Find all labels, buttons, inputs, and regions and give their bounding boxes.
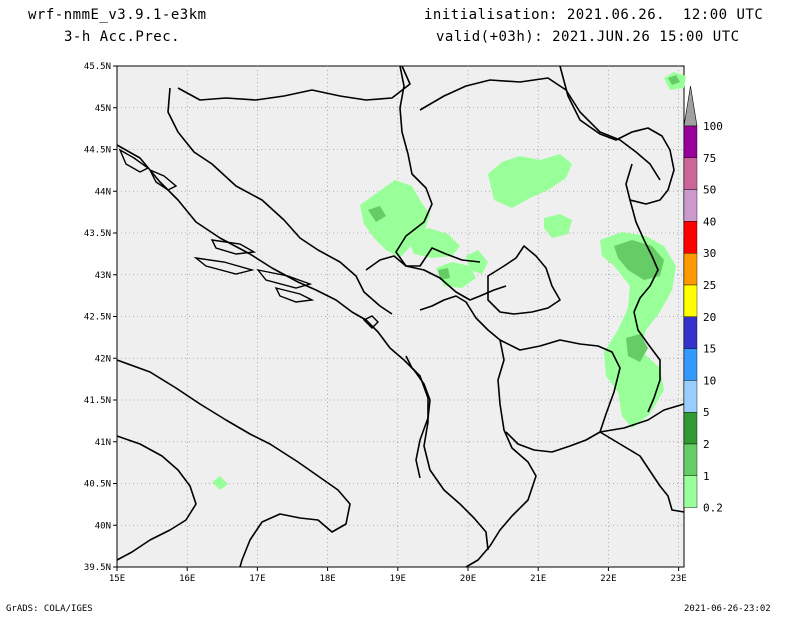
legend-label: 1	[703, 470, 710, 483]
variable-title: 3-h Acc.Prec.	[64, 29, 181, 45]
lat-label: 40.5N	[84, 480, 111, 490]
lat-label: 43N	[95, 271, 111, 281]
romania-border	[559, 65, 675, 205]
lat-label: 45.5N	[84, 62, 111, 72]
legend-swatch	[683, 125, 698, 158]
serbia-west-border	[395, 65, 481, 267]
bulgaria-greece-border	[599, 403, 685, 433]
lon-label: 19E	[390, 574, 406, 584]
bulgaria-west-border	[629, 199, 661, 413]
legend-label: 100	[703, 120, 723, 133]
kosovo-border	[487, 245, 561, 315]
lon-label: 20E	[460, 574, 476, 584]
legend-swatch	[683, 284, 698, 317]
lat-lon-grid	[117, 66, 684, 567]
lon-label: 23E	[670, 574, 686, 584]
precip-area-serbia-east	[488, 154, 572, 208]
lon-label: 16E	[179, 574, 195, 584]
precip-core-romania	[668, 75, 680, 85]
island-mljet	[274, 286, 315, 303]
montenegro-border	[365, 255, 507, 301]
lat-label: 45N	[95, 104, 111, 114]
precip-core-bulgaria-1	[614, 240, 664, 280]
legend-top-triangle	[683, 85, 698, 127]
legend-label: 75	[703, 152, 716, 165]
islands	[118, 148, 379, 329]
albania-coast	[405, 355, 489, 551]
map-frame	[116, 65, 685, 568]
lat-label: 44.5N	[84, 146, 111, 156]
bosnia-inner	[167, 87, 393, 315]
legend-label: 0.2	[703, 502, 723, 515]
lat-label: 39.5N	[84, 563, 111, 573]
lon-label: 15E	[109, 574, 125, 584]
island-brac	[210, 239, 257, 255]
lon-label: 17E	[249, 574, 265, 584]
adriatic-east-coast	[116, 144, 431, 479]
lat-label: 40N	[95, 521, 111, 531]
precip-legend: 100 75 50 40 30 25 20 15 10 5 2 1 0.2	[683, 85, 723, 515]
precip-areas	[212, 72, 686, 490]
lat-label: 42.5N	[84, 313, 111, 323]
lon-labels: 15E 16E 17E 18E 19E 20E 21E 22E 23E	[109, 567, 687, 584]
legend-swatch	[683, 380, 698, 413]
lon-label: 21E	[530, 574, 546, 584]
model-title: wrf-nmmE_v3.9.1-e3km	[28, 7, 207, 23]
island-hvar	[193, 256, 255, 275]
legend-label: 30	[703, 247, 716, 260]
precip-core-bulgaria-2	[626, 334, 648, 362]
precip-area-montenegro	[408, 228, 460, 258]
legend-label: 50	[703, 184, 716, 197]
legend-swatch	[683, 189, 698, 222]
kotor-bay	[362, 315, 379, 329]
island-krk	[118, 148, 150, 173]
lon-label: 22E	[600, 574, 616, 584]
legend-swatch	[683, 157, 698, 190]
precip-core-montenegro	[438, 268, 450, 280]
legend-label: 25	[703, 279, 716, 292]
albania-border	[419, 295, 537, 547]
precip-area-serbia-small	[544, 214, 572, 238]
legend-label: 10	[703, 374, 716, 387]
island-pag	[148, 168, 178, 191]
lon-label: 18E	[319, 574, 335, 584]
plot-timestamp: 2021-06-26-23:02	[684, 604, 771, 614]
greece-west	[465, 545, 491, 568]
legend-swatch	[683, 252, 698, 286]
legend-swatch	[683, 348, 698, 381]
legend-swatch	[683, 316, 698, 349]
legend-swatch	[683, 443, 698, 476]
valid-time: valid(+03h): 2021.JUN.26 15:00 UTC	[436, 29, 740, 45]
legend-label: 40	[703, 215, 716, 228]
precip-core-bosnia	[368, 206, 386, 222]
lat-label: 42N	[95, 354, 111, 364]
island-korcula	[256, 268, 313, 289]
italy-heel	[116, 435, 197, 561]
north-macedonia-border	[499, 339, 621, 453]
precip-area-adriatic	[212, 476, 228, 490]
legend-swatch	[683, 475, 698, 508]
lat-label: 41.5N	[84, 396, 111, 406]
precip-cores	[368, 75, 680, 362]
lat-label: 41N	[95, 438, 111, 448]
grads-credit: GrADS: COLA/IGES	[6, 604, 93, 614]
lat-label: 43.5N	[84, 229, 111, 239]
legend-swatch	[683, 412, 698, 445]
legend-swatch	[683, 221, 698, 254]
legend-label: 2	[703, 438, 710, 451]
italy-coast	[116, 359, 351, 568]
greece-coast	[599, 431, 685, 513]
coastlines-borders	[116, 65, 685, 568]
legend-label: 5	[703, 406, 710, 419]
lat-label: 44N	[95, 187, 111, 197]
lat-labels: 45.5N 45N 44.5N 44N 43.5N 43N 42.5N 42N 41.5N 41N…	[84, 62, 117, 573]
legend-label: 15	[703, 343, 716, 356]
legend-label: 20	[703, 311, 716, 324]
croatia-bosnia-border	[177, 65, 411, 101]
init-time: initialisation: 2021.06.26. 12:00 UTC	[424, 7, 764, 23]
